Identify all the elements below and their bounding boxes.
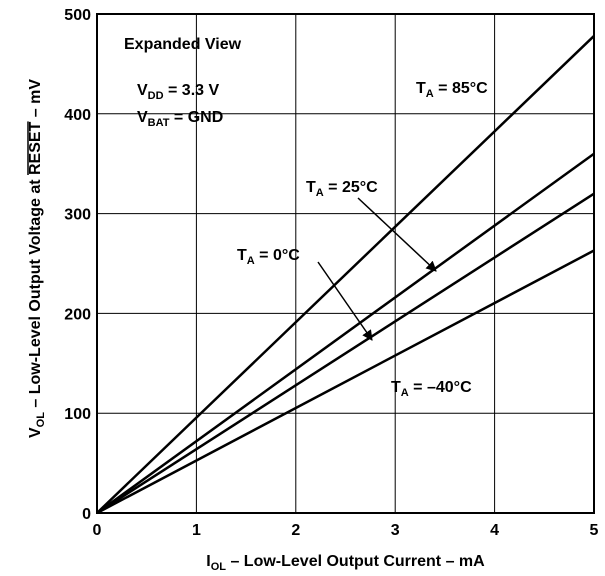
grid [97,14,594,513]
annotation-vdd: VDD = 3.3 V [137,82,219,102]
x-tick-label: 4 [490,522,499,539]
x-tick-label: 3 [391,522,400,539]
y-axis-title: VOL – Low-Level Output Voltage at RESET … [27,79,47,438]
annotation-ta-minus40: TA = –40°C [391,379,472,399]
x-tick-label: 1 [192,522,201,539]
arrow-ta-25 [357,197,437,272]
series-line-0 [96,35,595,514]
y-tick-label: 200 [64,306,91,323]
annotation-expanded-view: Expanded View [124,36,242,53]
y-tick-label: 0 [82,506,91,523]
x-tick-label: 5 [590,522,599,539]
y-tick-label: 100 [64,406,91,423]
annotation-ta-85: TA = 85°C [416,80,488,100]
series-line-2 [96,192,595,515]
series-group [96,35,595,515]
annotation-vbat: VBAT = GND [137,109,223,129]
x-axis-title: IOL – Low-Level Output Current – mA [206,553,485,573]
y-tick-label: 500 [64,7,91,24]
y-tick-label: 400 [64,107,91,124]
annotation-ta-25: TA = 25°C [306,179,378,199]
tick-labels: 0 1 2 3 4 5 0 100 200 300 400 500 [64,7,598,539]
series-line-3 [96,249,595,515]
arrow-ta-0 [317,261,373,341]
x-tick-label: 0 [93,522,102,539]
plot-frame [96,13,595,514]
annotation-ta-0: TA = 0°C [237,247,300,267]
series-line-1 [96,152,595,515]
x-tick-label: 2 [291,522,300,539]
y-tick-label: 300 [64,207,91,224]
